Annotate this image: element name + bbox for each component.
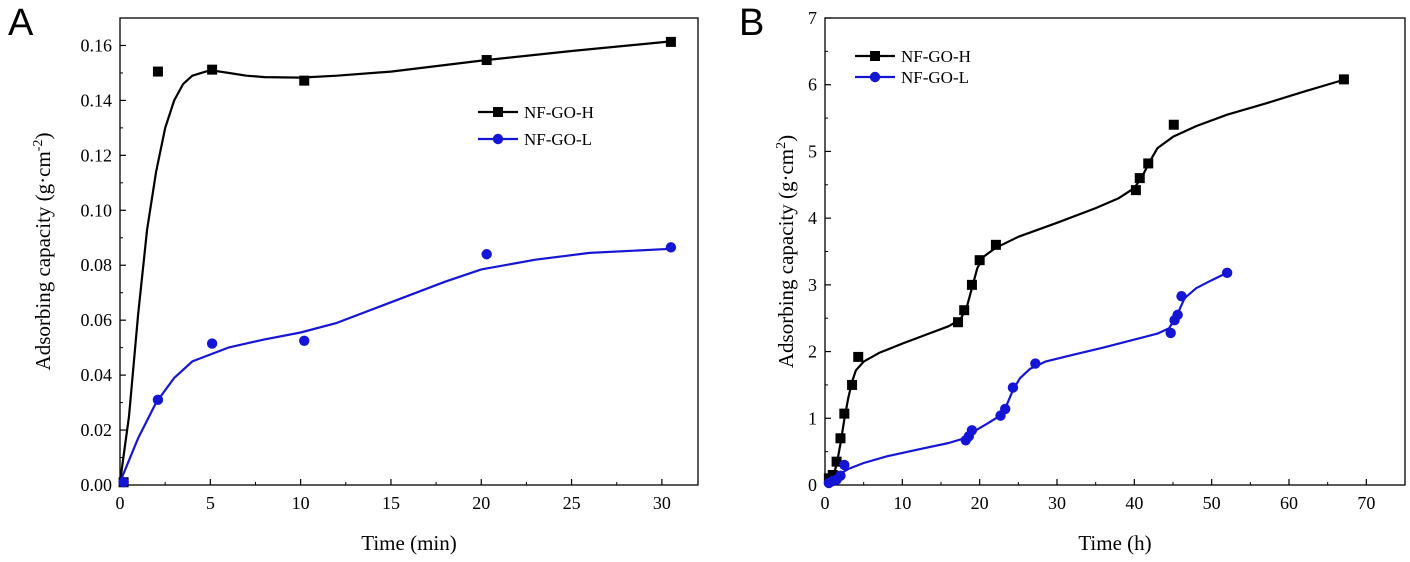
data-point-square [967,280,977,290]
data-point-circle [967,425,977,435]
data-point-square [1169,120,1179,130]
legend-label: NF-GO-H [901,47,971,66]
y-tick-label: 6 [808,75,817,95]
x-tick-label: 25 [563,493,581,513]
legend-label: NF-GO-H [524,103,594,122]
y-tick-label: 1 [808,408,817,428]
x-tick-label: 40 [1125,493,1143,513]
data-point-circle [1000,404,1010,414]
x-tick-label: 70 [1357,493,1375,513]
chart-a: 0 5 10 15 20 25 30 0.00 0.02 0.04 0.06 0.08 0.10 0.12… [0,0,705,562]
x-tick-label: 10 [893,493,911,513]
y-tick-label: 0.14 [81,90,113,110]
y-tick-label: 0.06 [81,310,113,330]
data-point-square [482,55,492,65]
data-point-circle [1165,328,1175,338]
legend-label: NF-GO-L [901,68,969,87]
data-point-square [207,65,217,75]
legend-marker-square [493,107,503,117]
series-line-nf-go-h [829,80,1343,482]
data-point-square [839,409,849,419]
data-point-square [959,305,969,315]
x-tick-label: 10 [292,493,310,513]
y-axis-label-tail: ) [774,135,798,142]
x-tick-label: 60 [1280,493,1298,513]
data-point-square [153,67,163,77]
y-axis-label-main: Adsorbing capacity (g·cm [774,149,798,368]
x-tick-label: 50 [1203,493,1221,513]
x-tick-label: 0 [116,493,125,513]
y-tick-label: 0.08 [81,255,113,275]
y-tick-label: 0.16 [81,35,113,55]
x-axis-label: Time (min) [361,531,456,555]
data-point-square [975,255,985,265]
y-tick-label: 0.12 [81,145,113,165]
y-axis-label-main: Adsorbing capacity (g·cm [31,151,55,370]
legend-marker-circle [493,134,503,144]
data-point-circle [207,338,217,348]
y-axis-label-sup: -2 [31,140,46,152]
y-axis-label: Adsorbing capacity (g·cm2) [774,135,798,368]
data-point-square [991,240,1001,250]
data-point-circle [153,395,163,405]
data-point-circle [1222,268,1232,278]
panel-b: B 0 10 20 30 40 50 60 70 0 1 2 3 4 5 6 7 Time (h) Adsorbi… [705,0,1410,562]
data-point-circle [1172,310,1182,320]
data-point-circle [481,249,491,259]
data-point-square [1131,185,1141,195]
panel-a: A 0 5 10 15 20 25 30 0.00 0.02 0.04 0.06 0.08 0.10 0.… [0,0,705,562]
y-tick-label: 0 [808,475,817,495]
data-point-circle [118,477,128,487]
x-tick-label: 15 [382,493,400,513]
y-tick-label: 0.10 [81,200,113,220]
data-point-square [847,380,857,390]
data-point-circle [1030,358,1040,368]
x-tick-label: 30 [653,493,671,513]
data-point-square [953,317,963,327]
y-tick-label: 5 [808,141,817,161]
y-tick-label: 0.02 [81,420,113,440]
series-line-nf-go-l [827,273,1227,484]
y-axis-label: Adsorbing capacity (g·cm-2) [31,133,55,371]
y-tick-label: 4 [808,208,817,228]
data-point-circle [1176,291,1186,301]
data-point-square [853,352,863,362]
data-point-circle [839,460,849,470]
series-line-nf-go-l [120,249,671,482]
x-tick-label: 20 [971,493,989,513]
data-point-circle [1008,382,1018,392]
x-axis-label: Time (h) [1078,531,1151,555]
data-point-square [835,433,845,443]
x-tick-label: 5 [206,493,215,513]
legend-label: NF-GO-L [524,130,592,149]
chart-b: 0 10 20 30 40 50 60 70 0 1 2 3 4 5 6 7 Time (h) Adsorbing… [705,0,1410,562]
y-axis-label-tail: ) [31,133,55,140]
y-tick-label: 2 [808,342,817,362]
y-tick-label: 7 [808,8,817,28]
y-tick-label: 0.00 [81,475,113,495]
data-point-square [666,37,676,47]
x-tick-label: 30 [1048,493,1066,513]
data-point-circle [299,336,309,346]
data-point-square [1339,74,1349,84]
data-point-circle [666,242,676,252]
y-tick-label: 0.04 [81,365,113,385]
data-point-square [1143,158,1153,168]
legend-marker-circle [870,72,880,82]
y-tick-label: 3 [808,275,817,295]
legend-marker-square [870,51,880,61]
data-point-circle [835,470,845,480]
y-axis-label-sup: 2 [774,142,789,149]
data-point-square [1135,173,1145,183]
x-tick-label: 20 [472,493,490,513]
x-tick-label: 0 [821,493,830,513]
data-point-square [299,76,309,86]
